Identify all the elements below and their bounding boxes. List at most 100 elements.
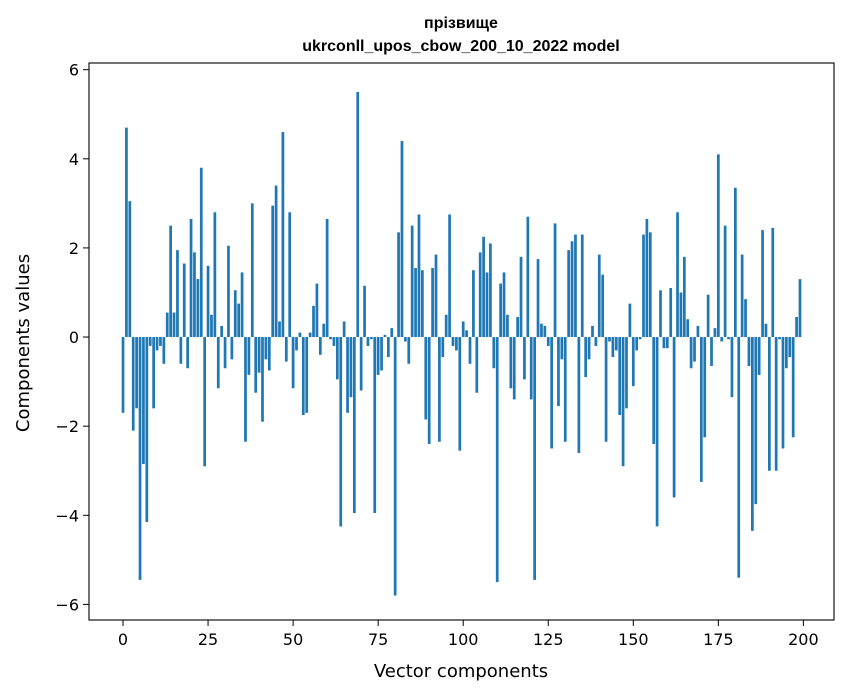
bar-134 [577, 337, 581, 453]
bar-146 [618, 337, 622, 416]
bar-191 [771, 227, 775, 338]
x-tick-label: 200 [788, 630, 819, 649]
bar-88 [421, 270, 424, 338]
bar-86 [414, 267, 417, 338]
bar-92 [434, 254, 438, 338]
bar-193 [778, 337, 781, 340]
bar-181 [737, 337, 741, 578]
bar-34 [237, 303, 241, 338]
bar-126 [550, 337, 554, 449]
y-axis-label: Components values [13, 254, 34, 432]
bars-group [121, 91, 802, 596]
bar-26 [210, 314, 213, 338]
bar-165 [682, 256, 686, 338]
bar-100 [461, 321, 465, 338]
bar-76 [380, 337, 383, 371]
bar-14 [169, 225, 172, 338]
bar-45 [274, 185, 278, 338]
bar-62 [332, 337, 336, 346]
bar-167 [689, 337, 693, 369]
bar-104 [475, 337, 479, 393]
bar-117 [519, 256, 523, 338]
bar-63 [335, 337, 339, 380]
bar-7 [145, 337, 149, 522]
y-tick-label: −4 [55, 506, 79, 525]
bar-112 [502, 272, 506, 338]
bar-149 [628, 303, 632, 338]
bar-132 [570, 241, 574, 338]
x-tick-label: 175 [703, 630, 734, 649]
bar-127 [553, 223, 557, 338]
bar-106 [482, 236, 485, 338]
bar-3 [131, 337, 135, 431]
bar-148 [625, 337, 628, 409]
bar-60 [325, 218, 329, 338]
bar-153 [642, 234, 645, 338]
bar-30 [223, 337, 227, 369]
bar-184 [747, 337, 751, 366]
bar-115 [512, 337, 516, 400]
bar-15 [172, 312, 176, 338]
bar-53 [301, 337, 305, 416]
bar-20 [189, 218, 193, 338]
bar-144 [611, 337, 615, 358]
bar-2 [128, 201, 132, 338]
bar-6 [142, 337, 145, 465]
bar-27 [213, 212, 217, 338]
bar-174 [713, 328, 717, 338]
bar-168 [693, 337, 696, 362]
bar-43 [267, 337, 271, 371]
bar-73 [369, 337, 373, 340]
bar-13 [165, 312, 169, 338]
bar-130 [563, 337, 567, 442]
bar-40 [257, 337, 261, 373]
bar-89 [424, 337, 428, 420]
y-tick-label: −2 [55, 417, 79, 436]
bar-32 [230, 337, 234, 360]
bar-187 [757, 337, 761, 375]
bar-84 [407, 337, 411, 364]
bar-69 [356, 91, 360, 338]
bar-54 [305, 337, 309, 413]
bar-37 [247, 337, 251, 375]
bar-18 [182, 263, 186, 338]
bar-180 [733, 187, 737, 338]
bar-119 [526, 216, 530, 338]
bar-10 [155, 337, 159, 351]
bar-128 [557, 337, 560, 407]
bar-22 [196, 279, 200, 338]
bar-123 [540, 323, 543, 338]
bar-19 [186, 337, 190, 369]
bar-21 [193, 252, 196, 338]
bar-136 [584, 337, 588, 378]
bar-154 [645, 218, 649, 338]
bar-186 [754, 337, 758, 505]
x-axis-ticks: 0 25 50 75 100 125 150 175 200 [118, 620, 819, 649]
bar-1 [125, 127, 128, 338]
bar-59 [322, 323, 326, 338]
bar-131 [567, 250, 571, 338]
bar-71 [363, 285, 366, 338]
bar-75 [376, 337, 380, 375]
bar-39 [254, 337, 258, 393]
bar-50 [291, 337, 295, 389]
bar-114 [509, 337, 513, 389]
bar-137 [587, 337, 591, 360]
bar-124 [543, 325, 547, 338]
bar-109 [492, 337, 496, 369]
bar-42 [264, 337, 268, 360]
bar-129 [560, 337, 564, 360]
bar-36 [244, 337, 247, 442]
bar-61 [329, 337, 332, 340]
bar-44 [271, 205, 275, 338]
bar-31 [227, 245, 230, 338]
bar-120 [529, 337, 533, 400]
bar-111 [499, 283, 502, 338]
bar-78 [387, 337, 390, 358]
bar-140 [597, 254, 601, 338]
bar-81 [397, 232, 400, 338]
bar-199 [798, 279, 802, 338]
bar-17 [179, 337, 183, 364]
bar-159 [662, 337, 666, 349]
